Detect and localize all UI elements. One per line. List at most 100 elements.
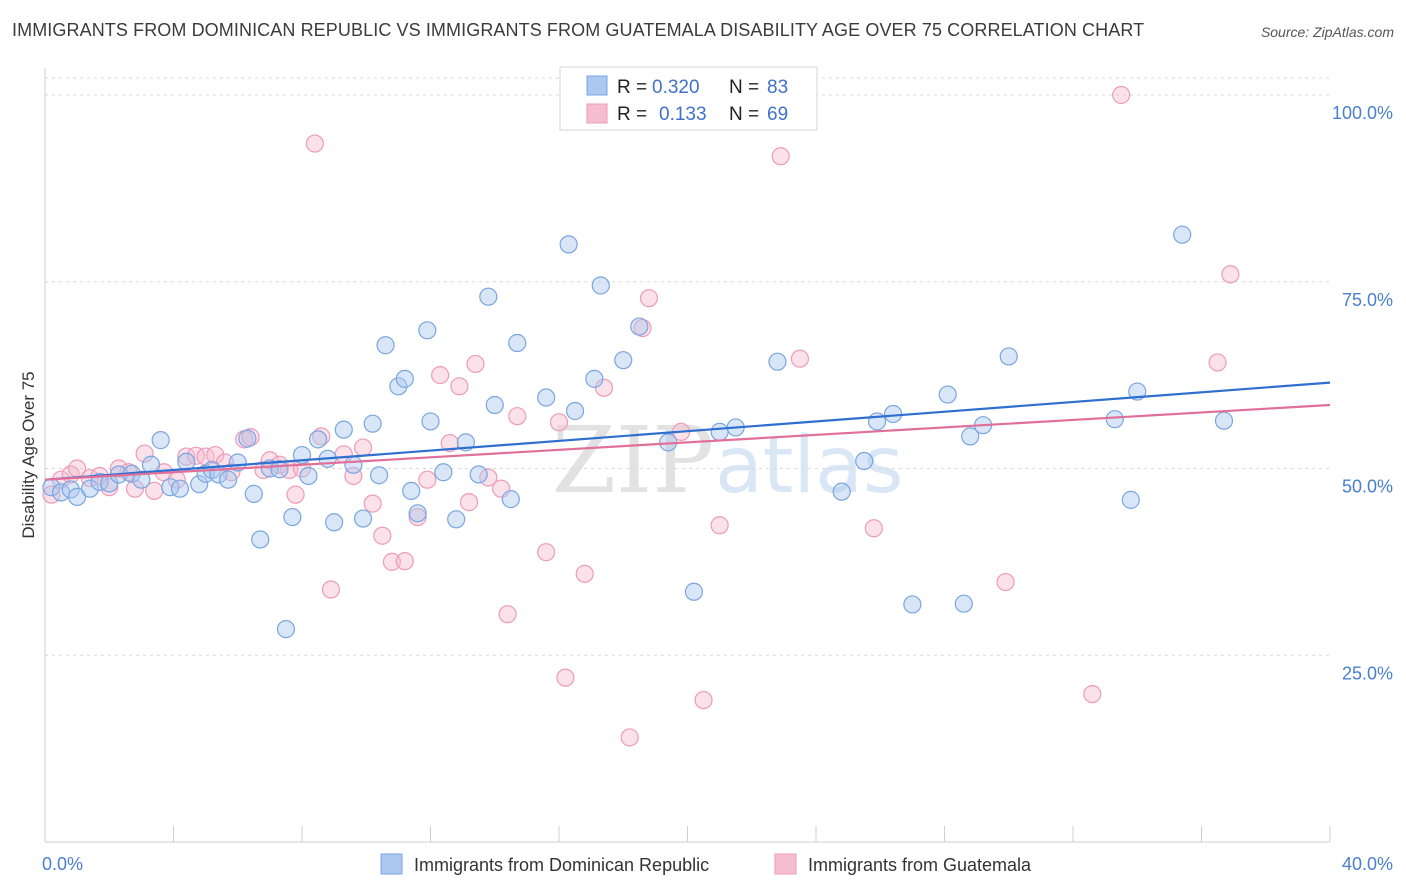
dominican-point-9 — [132, 470, 151, 489]
guatemala-point-68 — [1221, 265, 1240, 284]
guatemala-point-33 — [353, 438, 373, 457]
dominican-point-40 — [395, 369, 414, 388]
guatemala-point-10 — [135, 444, 154, 463]
guatemala-point-66 — [1112, 85, 1131, 105]
guatemala-point-47 — [498, 605, 517, 624]
guatemala-point-52 — [575, 564, 594, 583]
y-tick-label-25: 25.0% — [1342, 663, 1393, 683]
dominican-point-35 — [353, 509, 373, 528]
legend-r-value-blue: 0.320 — [652, 77, 700, 98]
y-tick-label-100: 100.0% — [1332, 103, 1393, 123]
guatemala-point-42 — [450, 377, 469, 396]
chart-title: IMMIGRANTS FROM DOMINICAN REPUBLIC VS IM… — [12, 20, 1145, 40]
dominican-point-14 — [177, 452, 196, 471]
legend-swatch-pink — [586, 103, 608, 124]
dominican-point-48 — [469, 465, 488, 484]
guatemala-point-67 — [1208, 353, 1227, 372]
guatemala-point-9 — [125, 479, 145, 498]
y-tick-label-75: 75.0% — [1342, 290, 1393, 310]
guatemala-point-40 — [431, 366, 450, 385]
dominican-point-57 — [591, 276, 610, 295]
dominican-point-12 — [161, 478, 180, 497]
dominican-point-32 — [325, 513, 344, 532]
dominican-point-61 — [684, 582, 704, 601]
legend-r-label-blue: R = — [617, 77, 647, 98]
guatemala-point-62 — [790, 349, 810, 368]
x-tick-label-40: 40.0% — [1342, 854, 1393, 874]
guatemala-point-48 — [508, 407, 527, 426]
dominican-point-58 — [614, 351, 633, 370]
dominican-point-78 — [1173, 225, 1192, 244]
x-axis-ticks — [44, 826, 1331, 842]
dominican-point-11 — [151, 431, 170, 450]
guatemala-point-49 — [537, 543, 556, 562]
dominican-point-26 — [276, 620, 296, 639]
legend-n-label-pink: N = — [729, 104, 759, 125]
dominican-point-79 — [1214, 411, 1234, 430]
series-dominican-points — [42, 225, 1234, 639]
guatemala-point-61 — [771, 147, 790, 166]
gridlines — [45, 77, 1330, 656]
guatemala-point-17 — [206, 445, 225, 465]
dominican-point-23 — [251, 530, 270, 549]
dominican-point-72 — [961, 427, 980, 446]
watermark-zip: ZIP — [552, 407, 714, 514]
guatemala-point-37 — [395, 552, 414, 571]
dominican-point-24 — [260, 459, 279, 478]
dominican-point-15 — [190, 475, 209, 494]
dominican-point-4 — [80, 479, 100, 498]
dominican-point-76 — [1121, 490, 1140, 509]
guatemala-point-36 — [382, 552, 402, 571]
dominican-trend-line — [44, 381, 1331, 481]
legend-n-value-blue: 83 — [767, 77, 788, 98]
trend-lines — [44, 381, 1331, 481]
dominican-point-64 — [768, 352, 787, 371]
dominican-point-69 — [903, 595, 922, 614]
dominican-point-13 — [170, 479, 190, 498]
bottom-legend-swatch-pink — [774, 853, 797, 875]
dominican-point-75 — [1105, 410, 1124, 429]
dominican-point-49 — [479, 287, 498, 306]
guatemala-point-43 — [459, 493, 479, 512]
guatemala-point-41 — [440, 434, 459, 453]
bottom-legend-label-blue: Immigrants from Dominican Republic — [414, 855, 709, 875]
bottom-legend-label-pink: Immigrants from Guatemala — [808, 855, 1032, 875]
dominican-point-38 — [376, 336, 395, 355]
dominican-point-68 — [883, 404, 903, 424]
guatemala-point-54 — [620, 728, 639, 747]
dominican-point-55 — [565, 401, 585, 421]
dominican-point-33 — [334, 420, 353, 439]
watermark: ZIP atlas — [552, 407, 904, 514]
legend-r-label-pink: R = — [617, 104, 647, 125]
guatemala-point-28 — [305, 134, 324, 153]
guatemala-point-56 — [639, 289, 659, 308]
dominican-point-39 — [389, 377, 408, 396]
dominican-point-62 — [710, 422, 729, 441]
guatemala-point-59 — [710, 516, 729, 535]
guatemala-point-51 — [556, 668, 575, 687]
guatemala-point-63 — [864, 519, 883, 538]
guatemala-point-39 — [418, 470, 437, 489]
guatemala-point-50 — [549, 413, 569, 432]
dominican-point-41 — [402, 481, 421, 501]
dominican-point-43 — [418, 321, 437, 340]
dominican-point-29 — [299, 466, 318, 486]
dominican-point-34 — [344, 455, 363, 474]
guatemala-point-14 — [177, 447, 196, 466]
guatemala-point-26 — [286, 485, 305, 504]
dominican-point-46 — [447, 510, 466, 529]
dominican-point-70 — [938, 385, 957, 404]
y-tick-label-50: 50.0% — [1342, 477, 1393, 497]
bottom-legend: Immigrants from Dominican Republic Immig… — [380, 853, 1032, 875]
dominican-point-42 — [408, 504, 427, 523]
dominican-point-51 — [501, 490, 520, 509]
y-axis-label: Disability Age Over 75 — [19, 371, 38, 538]
dominican-point-52 — [508, 333, 527, 353]
bottom-legend-swatch-blue — [380, 853, 403, 875]
dominican-point-3 — [68, 487, 87, 506]
dominican-point-19 — [219, 470, 238, 489]
dominican-point-53 — [537, 388, 556, 407]
dominican-point-59 — [630, 317, 649, 336]
source-label: Source: ZipAtlas.com — [1260, 24, 1394, 40]
